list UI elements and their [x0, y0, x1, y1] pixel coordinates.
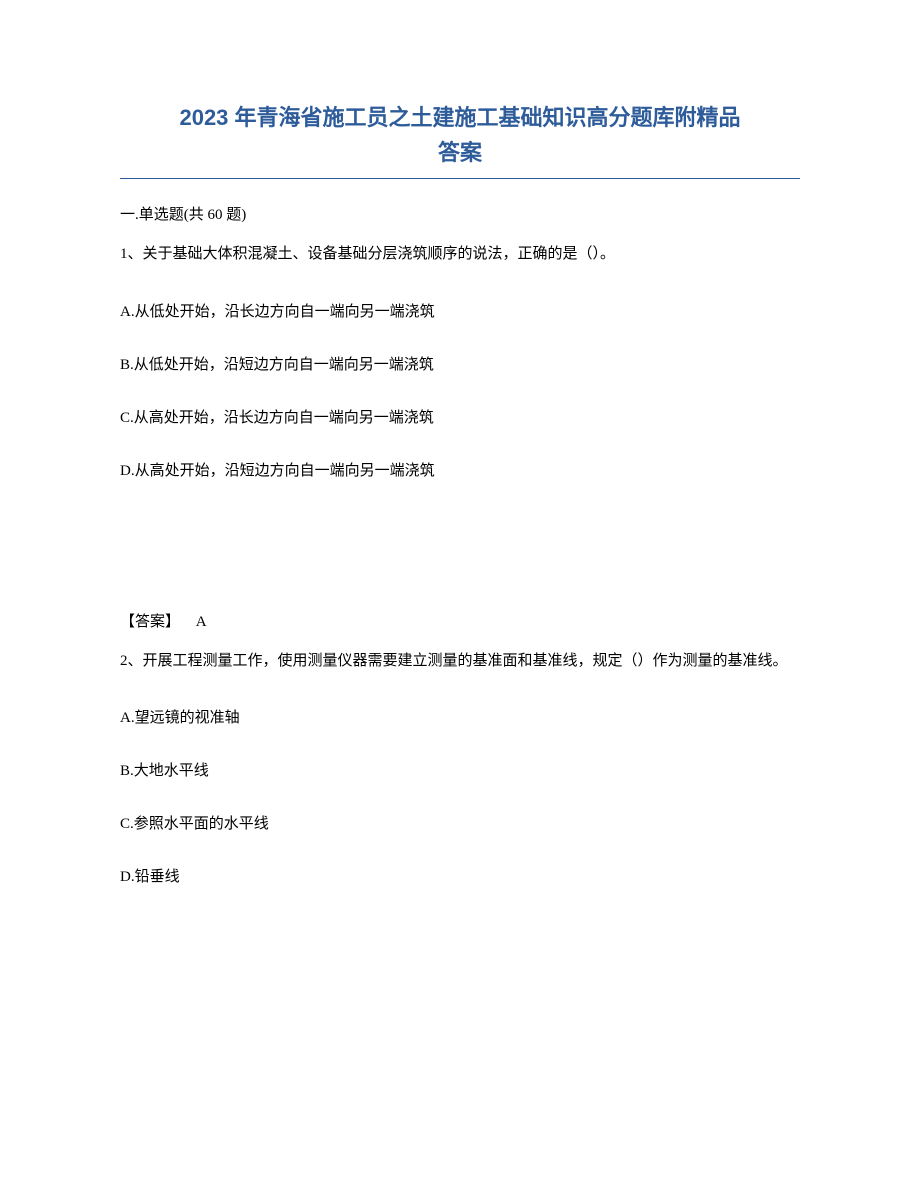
- question-1-option-d: D.从高处开始，沿短边方向自一端向另一端浇筑: [120, 459, 800, 480]
- question-2-number: 2、: [120, 653, 143, 669]
- doc-title-line1: 2023 年青海省施工员之土建施工基础知识高分题库附精品: [120, 100, 800, 135]
- question-1-option-b: B.从低处开始，沿短边方向自一端向另一端浇筑: [120, 353, 800, 374]
- question-1-option-c: C.从高处开始，沿长边方向自一端向另一端浇筑: [120, 406, 800, 427]
- question-1-text: 关于基础大体积混凝土、设备基础分层浇筑顺序的说法，正确的是（）。: [143, 246, 616, 262]
- question-2-stem: 2、开展工程测量工作，使用测量仪器需要建立测量的基准面和基准线，规定（）作为测量…: [120, 649, 800, 675]
- answer-label: 【答案】: [120, 614, 180, 630]
- question-2-option-a: A.望远镜的视准轴: [120, 706, 800, 727]
- section-header: 一.单选题(共 60 题): [120, 203, 800, 224]
- question-2-text: 开展工程测量工作，使用测量仪器需要建立测量的基准面和基准线，规定（）作为测量的基…: [143, 653, 788, 669]
- question-1-stem: 1、关于基础大体积混凝土、设备基础分层浇筑顺序的说法，正确的是（）。: [120, 242, 800, 268]
- question-1-option-a: A.从低处开始，沿长边方向自一端向另一端浇筑: [120, 300, 800, 321]
- question-1-number: 1、: [120, 246, 143, 262]
- title-underline: [120, 178, 800, 179]
- answer-value: A: [196, 614, 207, 630]
- question-2-option-d: D.铅垂线: [120, 865, 800, 886]
- question-2-option-b: B.大地水平线: [120, 759, 800, 780]
- question-2-option-c: C.参照水平面的水平线: [120, 812, 800, 833]
- question-1-answer: 【答案】 A: [120, 610, 800, 631]
- doc-title-line2: 答案: [120, 135, 800, 170]
